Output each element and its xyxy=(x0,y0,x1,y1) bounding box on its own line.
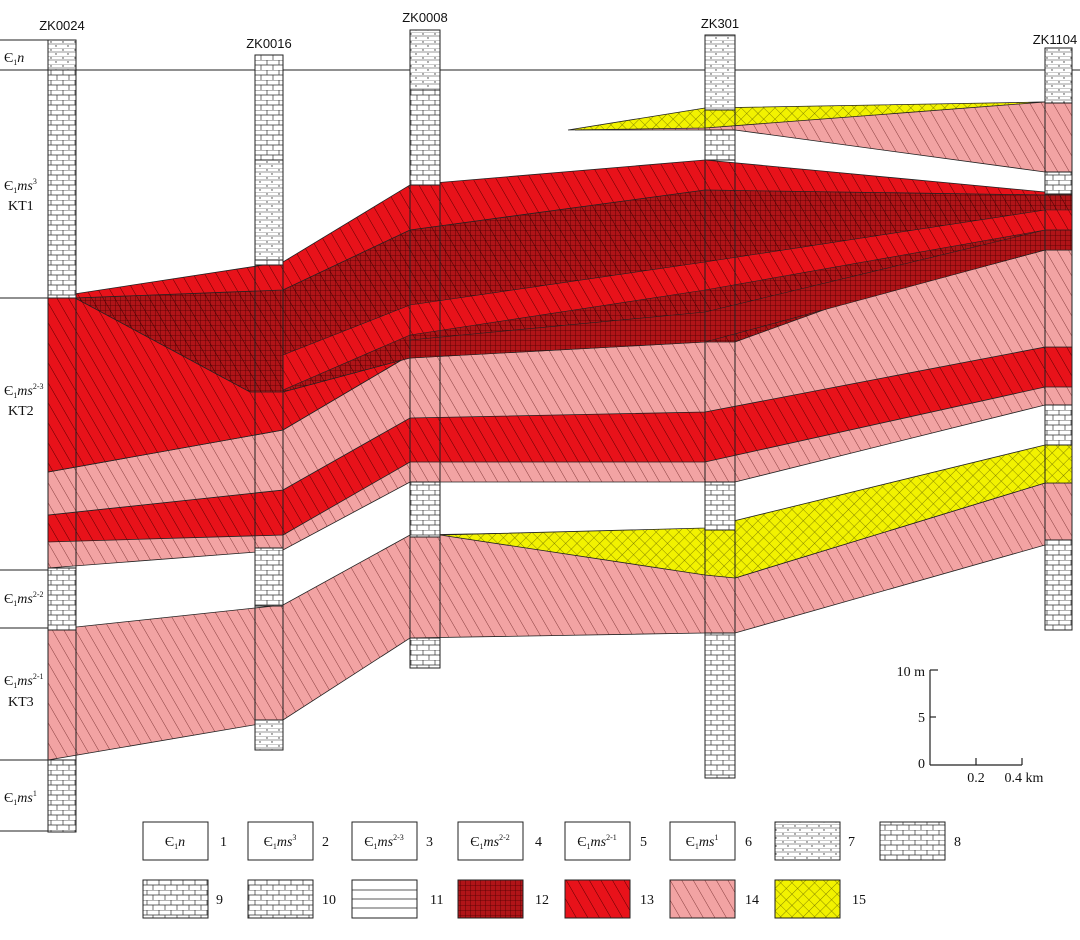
legend-item-6: Є1ms1 6 xyxy=(669,821,752,861)
legend-item-12: 12 xyxy=(457,879,549,919)
legend-item-5: Є1ms2-1 5 xyxy=(564,821,647,861)
legend-item-3: Є1ms2-3 3 xyxy=(351,821,433,861)
ore-label-kt1: KT1 xyxy=(8,199,34,214)
svg-text:15: 15 xyxy=(852,893,866,908)
scale-bar: 10 m 5 0 0.2 0.4 km xyxy=(897,665,1044,786)
svg-text:1: 1 xyxy=(220,835,227,850)
svg-text:Є1ms1: Є1ms1 xyxy=(686,833,719,851)
scale-v-0: 0 xyxy=(918,757,925,772)
scale-h-02: 0.2 xyxy=(967,771,985,786)
stratum-label-ms23: Є1ms2-3 xyxy=(4,382,43,400)
svg-text:5: 5 xyxy=(640,835,647,850)
svg-text:Є1ms2-2: Є1ms2-2 xyxy=(470,833,509,851)
svg-text:Є1ms3: Є1ms3 xyxy=(264,833,297,851)
stratum-label-n: Є1n xyxy=(4,51,24,67)
scale-v-5: 5 xyxy=(918,711,925,726)
svg-text:13: 13 xyxy=(640,893,654,908)
well-label-3: ZK301 xyxy=(701,16,739,31)
scale-v-10: 10 m xyxy=(897,665,926,680)
svg-text:Є1ms2-1: Є1ms2-1 xyxy=(577,833,616,851)
well-label-2: ZK0008 xyxy=(402,10,448,25)
svg-text:10: 10 xyxy=(322,893,336,908)
legend: Є1n 1 Є1ms3 2 Є1ms2-3 3 Є1ms2-2 4 Є1ms2-… xyxy=(142,821,961,919)
legend-item-7: 7 xyxy=(774,821,855,861)
svg-text:12: 12 xyxy=(535,893,549,908)
legend-item-13: 13 xyxy=(564,879,654,919)
legend-item-2: Є1ms3 2 xyxy=(247,821,329,861)
stratum-label-ms21: Є1ms2-1 xyxy=(4,672,43,690)
legend-item-10: 10 xyxy=(247,879,336,919)
stratum-label-ms22: Є1ms2-2 xyxy=(4,590,43,608)
svg-text:14: 14 xyxy=(745,893,759,908)
legend-item-14: 14 xyxy=(669,879,759,919)
svg-text:4: 4 xyxy=(535,835,542,850)
ore-label-kt2: KT2 xyxy=(8,404,34,419)
legend-item-11: 11 xyxy=(351,879,443,919)
svg-text:Є1n: Є1n xyxy=(165,835,185,851)
svg-text:7: 7 xyxy=(848,835,855,850)
stratum-label-ms1: Є1ms1 xyxy=(4,789,37,807)
legend-item-9: 9 xyxy=(142,879,223,919)
ore-label-kt3: KT3 xyxy=(8,695,34,710)
well-label-4: ZK1104 xyxy=(1033,32,1078,47)
svg-text:6: 6 xyxy=(745,835,752,850)
scale-h-04: 0.4 km xyxy=(1005,771,1044,786)
legend-item-4: Є1ms2-2 4 xyxy=(457,821,542,861)
legend-item-1: Є1n 1 xyxy=(142,821,227,861)
well-label-0: ZK0024 xyxy=(39,18,85,33)
svg-text:2: 2 xyxy=(322,835,329,850)
svg-text:Є1ms2-3: Є1ms2-3 xyxy=(364,833,403,851)
svg-text:9: 9 xyxy=(216,893,223,908)
legend-item-15: 15 xyxy=(774,879,866,919)
well-columns xyxy=(47,29,1073,833)
svg-text:11: 11 xyxy=(430,893,443,908)
stratum-label-ms3: Є1ms3 xyxy=(4,177,37,195)
svg-text:8: 8 xyxy=(954,835,961,850)
well-label-1: ZK0016 xyxy=(246,36,292,51)
stratum-labels: Є1n Є1ms3 KT1 Є1ms2-3 KT2 Є1ms2-2 Є1ms2-… xyxy=(4,51,43,807)
svg-text:3: 3 xyxy=(426,835,433,850)
legend-item-8: 8 xyxy=(879,821,961,861)
